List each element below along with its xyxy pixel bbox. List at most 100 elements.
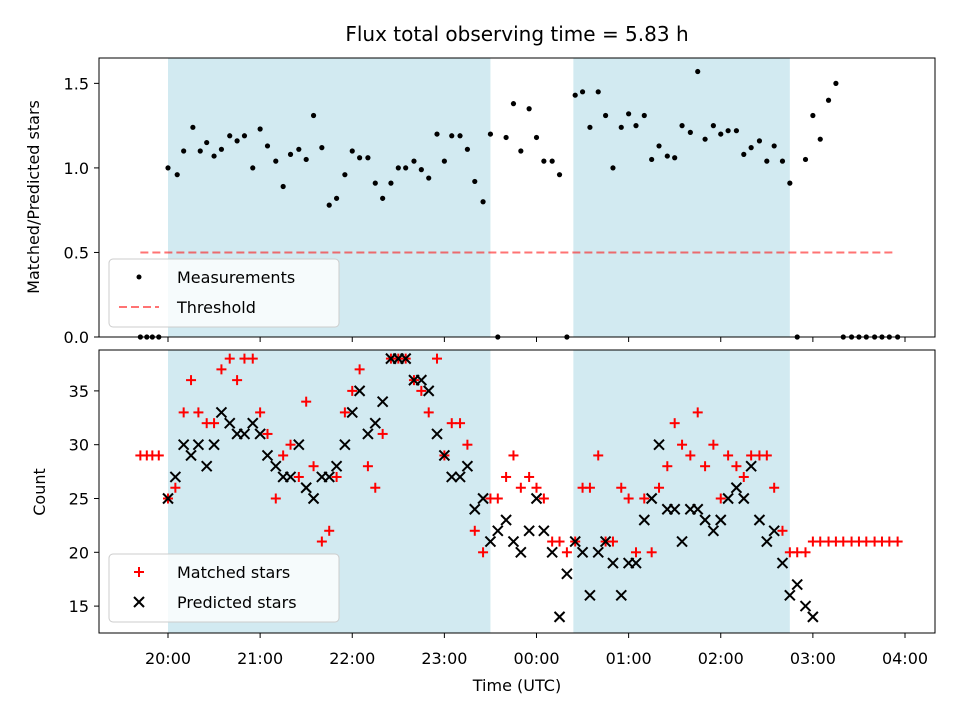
matched-star-point xyxy=(216,364,227,375)
measurement-point xyxy=(541,158,547,164)
measurement-point xyxy=(457,133,463,139)
predicted-star-point xyxy=(261,449,274,462)
matched-star-point xyxy=(469,525,480,536)
x-tick-label: 02:00 xyxy=(698,649,744,668)
matched-star-point xyxy=(662,461,673,472)
predicted-star-point xyxy=(446,471,458,483)
x-tick-label: 20:00 xyxy=(145,649,191,668)
measurement-point xyxy=(672,155,678,161)
measurement-point xyxy=(802,156,809,163)
matched-star-point xyxy=(492,493,503,504)
matched-star-point xyxy=(316,536,327,547)
matched-star-point xyxy=(554,536,565,547)
ratio-shaded-interval xyxy=(573,58,790,337)
predicted-star-point xyxy=(653,438,665,451)
matched-star-point xyxy=(308,461,319,472)
matched-star-point xyxy=(654,482,665,493)
predicted-star-point xyxy=(200,460,213,472)
matched-star-point xyxy=(153,450,164,461)
measurement-point xyxy=(649,156,655,163)
predicted-star-point xyxy=(638,514,650,526)
matched-star-point xyxy=(423,407,434,418)
matched-star-point xyxy=(708,439,719,450)
predicted-star-point xyxy=(553,611,566,623)
measurement-point xyxy=(679,123,685,129)
predicted-star-point xyxy=(484,535,497,548)
matched-star-point xyxy=(347,385,358,396)
measurement-point xyxy=(787,180,793,186)
matched-star-point xyxy=(224,353,235,364)
predicted-star-point xyxy=(576,546,589,559)
measurement-point xyxy=(756,138,763,144)
measurement-point xyxy=(633,123,639,129)
predicted-star-point xyxy=(645,492,658,505)
y-tick-label: 0.0 xyxy=(64,328,89,347)
predicted-star-point xyxy=(699,514,711,526)
measurement-point xyxy=(234,138,240,144)
legend-measurements-marker xyxy=(136,274,142,280)
predicted-star-point xyxy=(745,460,757,472)
measurement-point xyxy=(241,133,248,139)
measurement-point xyxy=(725,128,731,134)
predicted-star-point xyxy=(461,460,474,472)
predicted-star-point xyxy=(807,611,819,623)
predicted-star-point xyxy=(738,492,750,505)
measurement-point xyxy=(587,124,593,130)
y-tick-label: 20 xyxy=(69,543,89,562)
predicted-star-point xyxy=(561,568,573,580)
measurement-point xyxy=(403,165,409,171)
matched-star-point xyxy=(623,493,634,504)
measurement-point xyxy=(411,158,417,164)
predicted-star-point xyxy=(415,374,428,386)
predicted-star-point xyxy=(369,417,381,429)
matched-star-point xyxy=(416,385,427,396)
measurement-point xyxy=(656,143,662,149)
legend-measurements-label: Measurements xyxy=(177,268,295,287)
x-tick-label: 23:00 xyxy=(421,649,467,668)
measurement-point xyxy=(825,97,832,103)
predicted-star-point xyxy=(323,471,335,483)
predicted-star-point xyxy=(284,471,297,483)
measurement-point xyxy=(280,183,286,190)
matched-star-point xyxy=(232,375,243,386)
measurement-point xyxy=(518,148,524,154)
predicted-star-point xyxy=(799,600,812,612)
measurement-point xyxy=(310,112,317,119)
matched-star-point xyxy=(593,450,604,461)
predicted-star-point xyxy=(423,385,435,397)
measurement-point xyxy=(227,133,233,139)
predicted-star-point xyxy=(208,438,220,451)
x-tick-label: 03:00 xyxy=(790,649,836,668)
measurement-point xyxy=(626,111,632,117)
predicted-star-point xyxy=(538,525,550,537)
matched-star-point xyxy=(738,471,749,482)
matched-star-point xyxy=(700,461,711,472)
matched-star-point xyxy=(270,493,281,504)
predicted-star-point xyxy=(339,438,351,451)
predicted-star-point xyxy=(768,525,780,537)
measurement-point xyxy=(287,151,294,157)
matched-star-point xyxy=(723,450,734,461)
predicted-star-point xyxy=(238,428,251,440)
predicted-star-point xyxy=(722,492,734,505)
y-tick-label: 0.5 xyxy=(64,243,89,262)
measurement-point xyxy=(702,136,708,142)
predicted-star-point xyxy=(500,514,512,526)
matched-star-point xyxy=(616,482,627,493)
measurement-point xyxy=(257,126,263,132)
measurement-point xyxy=(434,131,440,137)
measurement-point xyxy=(779,158,786,164)
measurement-point xyxy=(503,134,509,141)
matched-star-point xyxy=(339,407,350,418)
predicted-star-point xyxy=(676,535,688,548)
matched-star-point xyxy=(377,428,388,439)
measurement-point xyxy=(595,89,601,95)
matched-star-point xyxy=(607,536,618,547)
legend-matched-marker xyxy=(134,567,144,577)
y-tick-label: 30 xyxy=(69,436,89,455)
count-panel-frame xyxy=(98,349,936,634)
matched-star-point xyxy=(455,418,466,429)
matched-star-point xyxy=(432,353,443,364)
measurement-point xyxy=(710,123,716,129)
